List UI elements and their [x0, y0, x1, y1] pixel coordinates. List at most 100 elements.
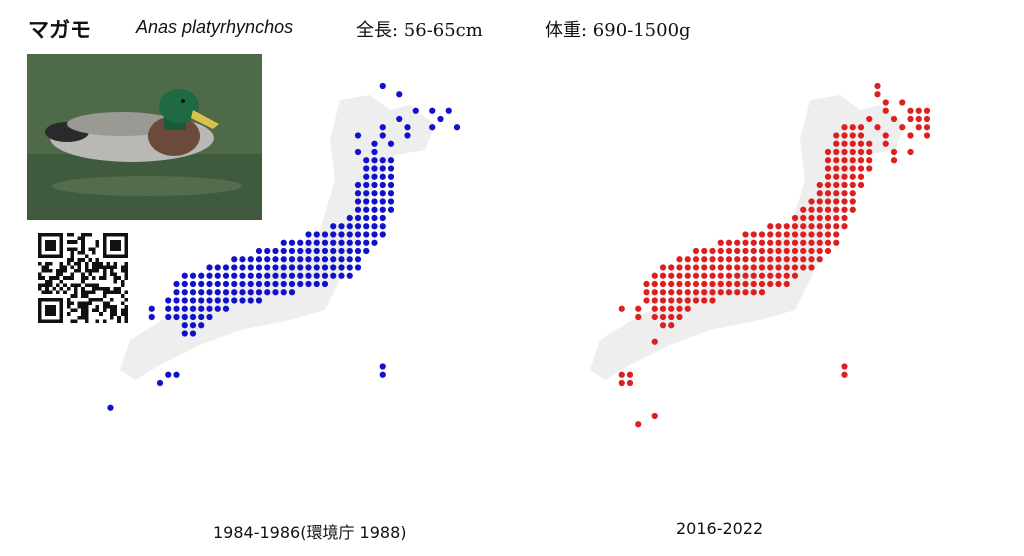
occupancy-dot: [725, 239, 733, 246]
occupancy-dot: [907, 115, 914, 123]
occupancy-dot: [379, 231, 386, 238]
occupancy-dot: [866, 165, 873, 172]
occupancy-dot: [651, 305, 658, 312]
occupancy-dot: [923, 107, 931, 114]
occupancy-dot: [758, 264, 766, 271]
occupancy-dot: [354, 181, 362, 189]
occupancy-dot: [618, 371, 625, 378]
occupancy-dot: [849, 181, 856, 189]
occupancy-dot: [363, 239, 370, 246]
occupancy-dot: [725, 289, 733, 296]
occupancy-dot: [890, 157, 898, 164]
occupancy-dot: [239, 289, 246, 296]
occupancy-dot: [734, 247, 741, 255]
occupancy-dot: [800, 256, 807, 263]
occupancy-dot: [305, 264, 312, 271]
occupancy-dot: [321, 264, 329, 271]
occupancy-dot: [692, 297, 700, 304]
occupancy-dot: [849, 190, 856, 197]
occupancy-dot: [338, 264, 345, 271]
occupancy-dot: [346, 231, 353, 238]
occupancy-dot: [857, 140, 865, 147]
occupancy-dot: [824, 165, 832, 172]
occupancy-dot: [783, 231, 790, 238]
occupancy-dot: [651, 289, 658, 296]
occupancy-dot: [767, 280, 774, 288]
occupancy-dot: [849, 140, 856, 147]
occupancy-dot: [165, 371, 172, 378]
occupancy-dot: [255, 256, 263, 263]
occupancy-dot: [907, 107, 914, 114]
occupancy-dot: [247, 289, 254, 296]
occupancy-dot: [206, 297, 213, 304]
occupancy-dot: [915, 124, 922, 131]
occupancy-dot: [659, 305, 667, 312]
occupancy-dot: [783, 272, 790, 279]
occupancy-dot: [841, 198, 848, 205]
occupancy-dot: [206, 272, 213, 279]
occupancy-dot: [305, 247, 312, 255]
occupancy-dot: [181, 313, 188, 321]
occupancy-dot: [354, 247, 362, 255]
occupancy-dot: [725, 264, 733, 271]
occupancy-dot: [890, 148, 898, 156]
occupancy-dot: [701, 256, 708, 263]
occupancy-dot: [354, 256, 362, 263]
occupancy-dot: [338, 223, 345, 230]
occupancy-dot: [816, 181, 823, 189]
occupancy-dot: [833, 231, 840, 238]
occupancy-dot: [387, 140, 395, 147]
occupancy-dot: [775, 280, 782, 288]
occupancy-dot: [379, 181, 386, 189]
occupancy-dot: [264, 264, 271, 271]
occupancy-dot: [643, 280, 650, 288]
occupancy-dot: [214, 297, 221, 304]
qr-code[interactable]: [38, 233, 128, 323]
occupancy-dot: [247, 272, 254, 279]
occupancy-dot: [239, 256, 246, 263]
occupancy-dot: [206, 313, 213, 321]
distribution-map-2016-2022: [590, 82, 931, 428]
occupancy-dot: [857, 148, 865, 156]
occupancy-dot: [717, 239, 724, 246]
occupancy-dot: [330, 247, 337, 255]
occupancy-dot: [429, 124, 436, 131]
occupancy-dot: [156, 379, 164, 387]
occupancy-dot: [750, 239, 757, 246]
occupancy-dot: [833, 148, 840, 156]
occupancy-dot: [849, 148, 856, 156]
occupancy-dots: [618, 82, 931, 428]
occupancy-dot: [668, 313, 675, 321]
occupancy-dot: [849, 132, 856, 139]
occupancy-dot: [833, 198, 840, 205]
occupancy-dot: [717, 256, 724, 263]
occupancy-dot: [330, 264, 337, 271]
occupancy-dot: [379, 206, 386, 213]
occupancy-dot: [305, 272, 312, 279]
occupancy-dot: [668, 264, 675, 271]
occupancy-dot: [305, 280, 312, 288]
landmass-shape: [120, 95, 435, 380]
occupancy-dot: [412, 107, 419, 114]
occupancy-dot: [280, 264, 287, 271]
occupancy-dot: [189, 297, 197, 304]
occupancy-dot: [189, 280, 197, 288]
occupancy-dot: [354, 239, 362, 246]
occupancy-dot: [231, 289, 238, 296]
occupancy-dot: [742, 247, 749, 255]
occupancy-dot: [659, 313, 667, 321]
occupancy-dot: [882, 140, 889, 147]
body-weight: 体重: 690-1500g: [545, 20, 691, 41]
occupancy-dot: [404, 132, 411, 139]
occupancy-dot: [321, 247, 329, 255]
occupancy-dot: [321, 256, 329, 263]
occupancy-dot: [354, 264, 362, 271]
occupancy-dot: [676, 313, 683, 321]
occupancy-dot: [701, 280, 708, 288]
occupancy-dot: [791, 264, 799, 271]
scientific-name: Anas platyrhynchos: [136, 17, 294, 37]
occupancy-dot: [742, 280, 749, 288]
occupancy-dot: [791, 256, 799, 263]
occupancy-dot: [833, 214, 840, 222]
occupancy-dot: [758, 247, 766, 255]
